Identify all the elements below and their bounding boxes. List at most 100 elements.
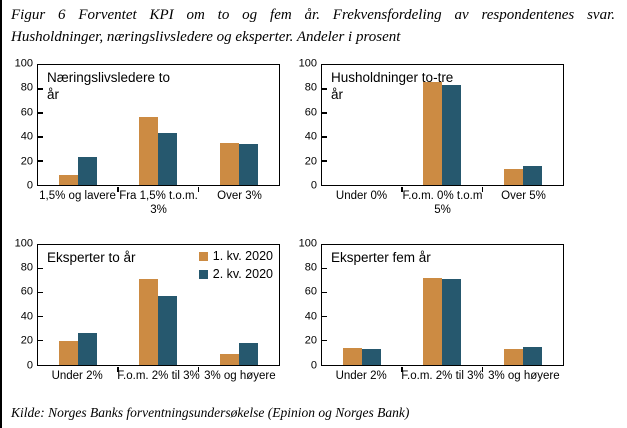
plot-area: Eksperter to år 1. kv. 2020 2. kv. 2020 <box>37 243 280 372</box>
y-axis: 0 20 40 60 80 100 <box>10 238 37 371</box>
y-axis-tick-mark <box>322 339 327 342</box>
x-axis-category-label: Under 0% <box>335 190 388 202</box>
bar-series-2 <box>238 343 258 365</box>
chart-body: 0 20 40 60 80 100 Eksperter to år 1. kv. 2020… <box>10 238 282 372</box>
y-axis-tick-mark <box>38 160 43 162</box>
bar-series-1 <box>423 81 443 185</box>
category-bar-group <box>322 245 402 365</box>
chart-body: 0 20 40 60 80 100 Husholdninger to-tre år <box>294 58 566 192</box>
x-axis-category-label: 3% og høyere <box>488 369 560 382</box>
bars-area <box>38 245 279 365</box>
y-axis-tick-label: 20 <box>20 155 33 168</box>
y-axis-tick-label: 0 <box>310 179 317 192</box>
y-axis-tick-mark <box>38 112 43 114</box>
category-bar-group <box>402 65 482 185</box>
figure-title: Figur 6 Forventet KPI om to og fem år. F… <box>11 5 615 49</box>
y-axis-tick-label: 40 <box>20 310 33 323</box>
y-axis-tick-label: 0 <box>26 179 33 192</box>
x-axis-tick-mark <box>197 366 200 372</box>
x-axis-tick-mark <box>117 187 119 192</box>
bar-series-2 <box>522 165 542 185</box>
bar-series-2 <box>442 85 462 185</box>
y-axis-tick-label: 20 <box>20 334 33 347</box>
source-note: Kilde: Norges Banks forventningsundersøk… <box>11 405 410 420</box>
category-bar-group <box>483 65 563 185</box>
y-axis-tick-label: 100 <box>298 237 317 250</box>
chart-title: Næringslivsledere to år <box>47 70 171 102</box>
bar-series-2 <box>522 346 542 365</box>
bar-series-1 <box>139 279 159 365</box>
x-axis-category-label: F.o.m. 2% til 3% <box>117 369 200 382</box>
bar-series-1 <box>219 143 239 185</box>
y-axis-tick-label: 20 <box>304 155 317 168</box>
legend-item: 1. kv. 2020 <box>198 248 273 264</box>
bar-series-1 <box>219 353 239 365</box>
bar-series-1 <box>503 169 523 185</box>
y-axis-tick-mark <box>322 88 327 90</box>
y-axis-tick-mark <box>322 112 327 114</box>
x-axis-category-label: Over 3% <box>217 190 262 202</box>
bar-series-1 <box>423 278 443 365</box>
y-axis-tick-mark <box>322 160 327 162</box>
y-axis-tick-label: 60 <box>20 106 33 119</box>
y-axis-tick-mark <box>38 88 43 90</box>
x-axis-category-label: Under 2% <box>335 369 387 382</box>
bar-series-2 <box>442 279 462 365</box>
bars-area <box>322 245 563 365</box>
y-axis-tick-label: 60 <box>304 285 317 298</box>
plot-area: Næringslivsledere to år <box>37 64 280 192</box>
x-axis-tick-mark <box>197 187 200 192</box>
y-axis-tick-label: 40 <box>304 130 317 143</box>
y-axis-tick-mark <box>322 315 327 318</box>
legend-swatch-icon <box>198 251 208 261</box>
y-axis-tick-label: 20 <box>304 334 317 347</box>
x-axis-labels: 1,5% og lavere Fra 1,5% t.o.m. 3% Over 3% <box>37 190 280 218</box>
legend-label: 1. kv. 2020 <box>212 248 273 263</box>
y-axis-tick-label: 100 <box>14 237 33 250</box>
x-axis-tick-mark <box>401 187 403 192</box>
x-axis-category-label: Over 5% <box>501 190 546 202</box>
chart-legend: 1. kv. 2020 2. kv. 2020 <box>198 248 273 285</box>
chart-body: 0 20 40 60 80 100 Eksperter fem år <box>294 238 566 372</box>
legend-swatch-icon <box>198 269 208 279</box>
x-axis-category-label: Fra 1,5% t.o.m. 3% <box>119 190 198 216</box>
bar-series-1 <box>343 347 363 365</box>
y-axis-tick-mark <box>38 291 43 294</box>
x-axis-tick-mark <box>401 366 403 372</box>
chart-eksperter-to-aar: 0 20 40 60 80 100 Eksperter to år 1. kv. 2020… <box>10 238 282 384</box>
bar-series-2 <box>158 133 178 185</box>
y-axis: 0 20 40 60 80 100 <box>10 58 37 191</box>
plot-area: Eksperter fem år <box>321 243 564 372</box>
y-axis-tick-mark <box>38 339 43 342</box>
charts-grid: 0 20 40 60 80 100 Næringslivsledere to år 1,5… <box>10 58 566 384</box>
bar-series-1 <box>59 175 79 185</box>
bar-series-1 <box>139 116 159 185</box>
x-axis-category-label: 1,5% og lavere <box>39 190 116 202</box>
x-axis-tick-mark <box>481 187 484 192</box>
y-axis-tick-mark <box>322 136 327 138</box>
plot-area: Husholdninger to-tre år <box>321 64 564 192</box>
bar-series-2 <box>158 296 178 365</box>
x-axis-labels: Under 2% F.o.m. 2% til 3% 3% og høyere <box>321 370 564 384</box>
chart-title: Husholdninger to-tre år <box>331 70 454 102</box>
y-axis-tick-label: 80 <box>20 261 33 274</box>
bar-series-1 <box>503 349 523 365</box>
bars-area <box>322 65 563 185</box>
y-axis-tick-label: 100 <box>14 57 33 70</box>
bar-series-2 <box>238 144 258 185</box>
legend-item: 2. kv. 2020 <box>198 266 273 282</box>
chart-eksperter-fem-aar: 0 20 40 60 80 100 Eksperter fem år Under 2% F.… <box>294 238 566 384</box>
category-bar-group <box>483 245 563 365</box>
bar-series-1 <box>59 340 79 365</box>
legend-label: 2. kv. 2020 <box>212 266 273 281</box>
x-axis-category-label: F.o.m. 0% t.o.m 5% <box>402 190 483 216</box>
chart-title: Eksperter fem år <box>331 249 431 265</box>
bars-area <box>38 65 279 185</box>
y-axis-tick-mark <box>38 267 43 270</box>
y-axis-tick-label: 80 <box>304 81 317 94</box>
category-bar-group <box>118 245 198 365</box>
chart-husholdninger-to-tre-aar: 0 20 40 60 80 100 Husholdninger to-tre år Und… <box>294 58 566 218</box>
y-axis: 0 20 40 60 80 100 <box>294 58 321 191</box>
y-axis-tick-label: 60 <box>304 106 317 119</box>
